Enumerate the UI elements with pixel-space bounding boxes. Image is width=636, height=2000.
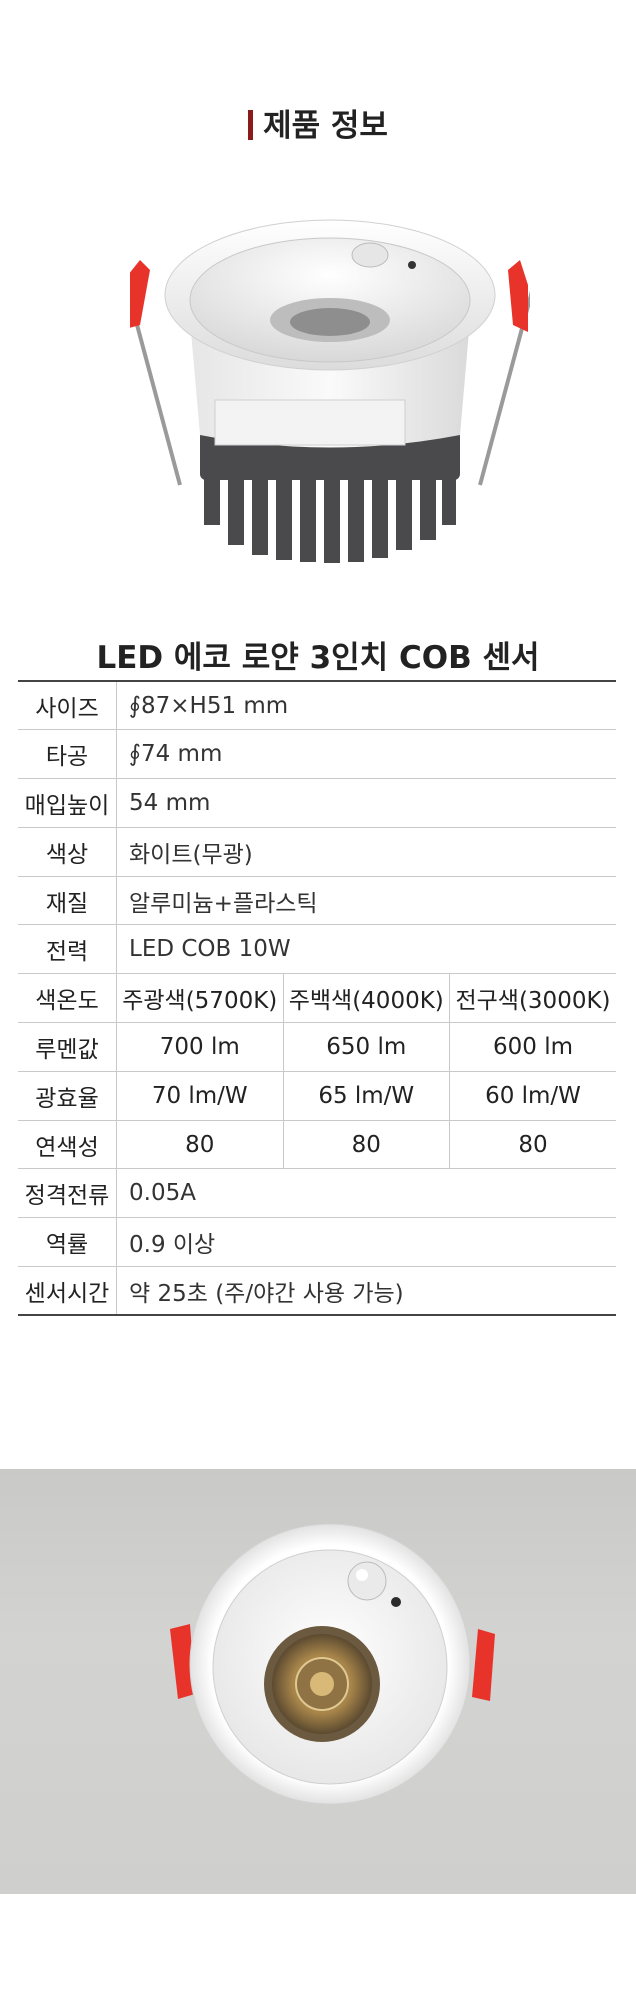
- spec-value: 700 lm: [116, 1022, 284, 1072]
- spec-value: 600 lm: [449, 1022, 616, 1072]
- spec-value: ∮74 mm: [116, 729, 616, 780]
- spec-value: 65 lm/W: [283, 1070, 450, 1121]
- spec-label: 광효율: [18, 1070, 117, 1121]
- spec-value: 알루미늄+플라스틱: [116, 875, 616, 926]
- spec-label: 정격전류: [18, 1168, 117, 1219]
- spec-value: 약 25초 (주/야간 사용 가능): [116, 1266, 616, 1317]
- spec-value: 주백색(4000K): [283, 973, 450, 1024]
- spec-label: 타공: [18, 729, 117, 780]
- spec-label: 센서시간: [18, 1266, 117, 1317]
- table-row: 사이즈 ∮87×H51 mm: [18, 680, 616, 731]
- spec-label: 사이즈: [18, 680, 117, 731]
- spec-value: 70 lm/W: [116, 1070, 284, 1121]
- table-row: 센서시간 약 25초 (주/야간 사용 가능): [18, 1266, 616, 1317]
- right-clip: [472, 1629, 495, 1701]
- spec-value: 80: [283, 1119, 450, 1170]
- table-row: 재질 알루미늄+플라스틱: [18, 875, 616, 926]
- title-accent-bar: [248, 110, 254, 140]
- spec-label: 색상: [18, 826, 117, 877]
- section-title-text: 제품 정보: [263, 108, 388, 144]
- table-row: 역률 0.9 이상: [18, 1217, 616, 1268]
- spec-value: ∮87×H51 mm: [116, 680, 616, 731]
- spec-label: 역률: [18, 1217, 117, 1268]
- table-row: 색온도 주광색(5700K) 주백색(4000K) 전구색(3000K): [18, 973, 616, 1024]
- spec-label: 전력: [18, 924, 117, 975]
- installed-photo: [170, 1523, 495, 1805]
- spec-value: 0.9 이상: [116, 1217, 616, 1268]
- spec-label: 재질: [18, 875, 117, 926]
- spec-value: 650 lm: [283, 1022, 450, 1072]
- table-row: 색상 화이트(무광): [18, 826, 616, 877]
- spec-label: 매입높이: [18, 778, 117, 828]
- table-row: 루멘값 700 lm 650 lm 600 lm: [18, 1022, 616, 1072]
- indicator-dot: [391, 1597, 401, 1607]
- spec-label: 루멘값: [18, 1022, 117, 1072]
- spec-value: 80: [116, 1119, 284, 1170]
- table-row: 정격전류 0.05A: [18, 1168, 616, 1219]
- left-clip: [170, 1624, 195, 1699]
- spec-value: 60 lm/W: [449, 1070, 616, 1121]
- section-title: 제품 정보: [0, 100, 636, 145]
- spec-value: 전구색(3000K): [449, 973, 616, 1024]
- spec-value: 0.05A: [116, 1168, 616, 1219]
- table-row: 타공 ∮74 mm: [18, 729, 616, 780]
- spec-table: 사이즈 ∮87×H51 mm 타공 ∮74 mm 매입높이 54 mm 색상 화…: [18, 680, 616, 1317]
- table-row: 전력 LED COB 10W: [18, 924, 616, 975]
- table-row: 광효율 70 lm/W 65 lm/W 60 lm/W: [18, 1070, 616, 1121]
- spec-value: 화이트(무광): [116, 826, 616, 877]
- spec-value: 주광색(5700K): [116, 973, 284, 1024]
- spec-label: 색온도: [18, 973, 117, 1024]
- spec-value: LED COB 10W: [116, 924, 616, 975]
- table-row: 매입높이 54 mm: [18, 778, 616, 828]
- table-row: 연색성 80 80 80: [18, 1119, 616, 1170]
- spec-value: 54 mm: [116, 778, 616, 828]
- product-name: LED 에코 로얀 3인치 COB 센서: [96, 640, 540, 676]
- motion-sensor: [347, 1561, 387, 1601]
- spec-value: 80: [449, 1119, 616, 1170]
- spec-label: 연색성: [18, 1119, 117, 1170]
- product-photo: [130, 219, 530, 563]
